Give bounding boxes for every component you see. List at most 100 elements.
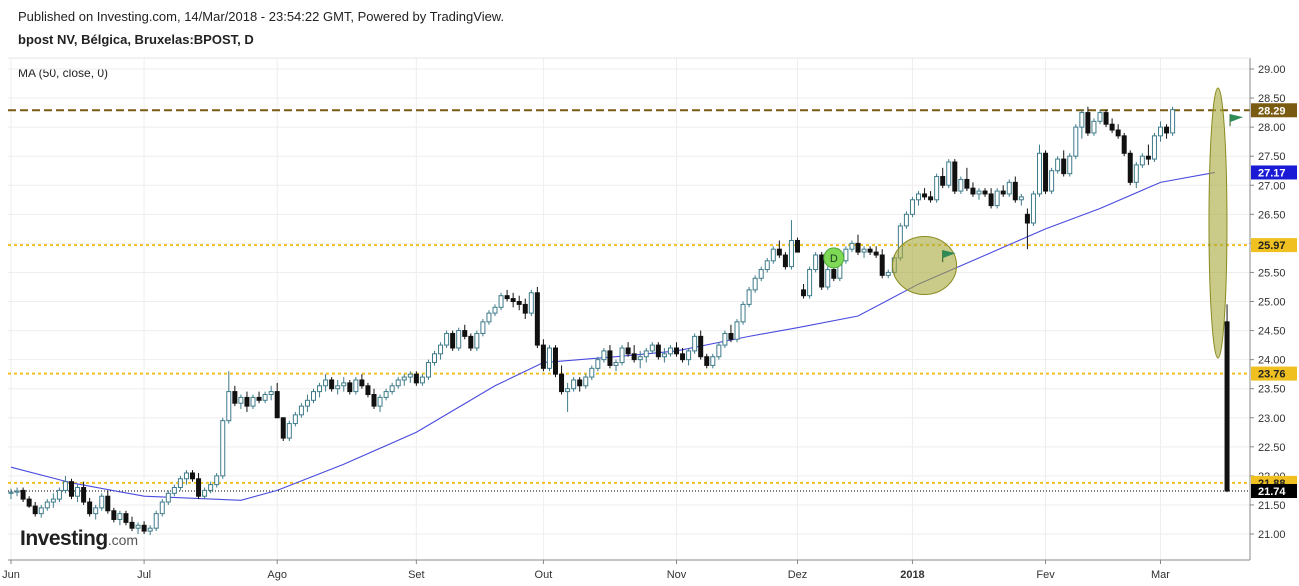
candle <box>559 365 565 395</box>
candle <box>922 188 928 200</box>
candle-body <box>329 379 335 390</box>
candle <box>456 327 462 351</box>
candle <box>577 377 583 392</box>
candle <box>395 377 401 389</box>
candle <box>873 246 879 258</box>
highlight-ellipse-dec <box>892 235 958 295</box>
candle <box>964 167 970 192</box>
candle-body <box>129 521 135 529</box>
candle <box>1012 176 1018 203</box>
candle <box>916 191 921 206</box>
candle <box>795 237 800 253</box>
candle <box>934 173 940 203</box>
investing-logo: Investing.com <box>20 527 138 551</box>
candle-body <box>1043 152 1049 192</box>
candle <box>111 507 117 523</box>
x-tick-label: Jul <box>137 569 151 581</box>
candle <box>825 266 831 290</box>
price-tag-28.29 <box>1251 103 1297 118</box>
candle-body <box>292 414 298 425</box>
candle <box>359 374 365 389</box>
candle <box>298 403 304 418</box>
candle-body <box>474 332 480 349</box>
candle <box>589 365 595 380</box>
candle-body <box>734 321 740 340</box>
candle-body <box>710 356 716 366</box>
annotations: D <box>823 87 1244 359</box>
candle <box>619 345 625 366</box>
candle-body <box>528 292 534 314</box>
candle-body <box>698 335 704 358</box>
candle <box>734 318 740 343</box>
candle <box>177 475 183 491</box>
candle-body <box>1121 135 1127 154</box>
candle <box>153 510 159 532</box>
price-tag-25.97 <box>1251 238 1297 253</box>
candle-body <box>425 362 431 378</box>
candle <box>843 246 849 264</box>
grid <box>8 58 1250 560</box>
candle-body <box>274 391 280 419</box>
symbol-title: bpost NV, Bélgica, Bruxelas:BPOST, D <box>18 32 254 47</box>
candle-body <box>419 376 425 384</box>
candle <box>323 374 329 392</box>
candle-body <box>752 277 758 291</box>
candle-body <box>208 484 214 491</box>
candle-body <box>940 176 946 186</box>
candle-body <box>486 312 492 323</box>
candle <box>740 301 746 325</box>
candle <box>746 286 752 308</box>
candle-body <box>341 382 347 387</box>
candle <box>371 388 377 410</box>
candle-body <box>831 269 837 279</box>
candle-body <box>87 501 93 515</box>
candle <box>565 382 571 412</box>
candle-body <box>450 332 456 349</box>
candle <box>643 348 649 363</box>
candle-body <box>813 254 819 271</box>
candle <box>8 488 14 500</box>
candle-body <box>795 239 800 253</box>
candle <box>214 472 220 488</box>
candle-body <box>117 513 123 520</box>
y-tick-label: 29.00 <box>1258 64 1286 76</box>
candle-body <box>407 373 413 378</box>
y-tick-label: 21.50 <box>1258 500 1286 512</box>
y-tick-label: 26.50 <box>1258 209 1286 221</box>
candle-body <box>867 248 873 253</box>
candle <box>262 391 268 404</box>
candle-body <box>183 472 189 480</box>
candle-body <box>782 254 788 268</box>
candle-body <box>220 420 226 477</box>
candle <box>776 240 782 258</box>
candle <box>553 345 558 378</box>
candle <box>20 487 26 503</box>
candle-body <box>637 356 643 361</box>
candle <box>982 188 988 197</box>
candle-body <box>885 271 891 276</box>
candle <box>250 394 256 410</box>
price-tag-21.74 <box>1251 483 1297 498</box>
candle-body <box>250 396 256 407</box>
candle-body <box>401 376 407 381</box>
candle <box>504 289 510 302</box>
price-tag-text: 28.29 <box>1258 105 1286 117</box>
candle-body <box>1067 155 1073 175</box>
candle <box>183 470 189 485</box>
candle <box>1091 118 1097 136</box>
candle-body <box>692 335 698 352</box>
candle-body <box>171 487 177 494</box>
y-tick-label: 27.00 <box>1258 180 1286 192</box>
candle <box>958 176 964 194</box>
candle-body <box>69 481 74 497</box>
candle <box>38 504 44 518</box>
candle-body <box>788 239 794 268</box>
candle <box>583 374 589 389</box>
candle <box>601 348 607 363</box>
candle-body <box>492 306 498 314</box>
candle-body <box>202 489 208 497</box>
candle <box>758 266 764 282</box>
candle <box>123 510 129 526</box>
candle-body <box>631 353 637 361</box>
